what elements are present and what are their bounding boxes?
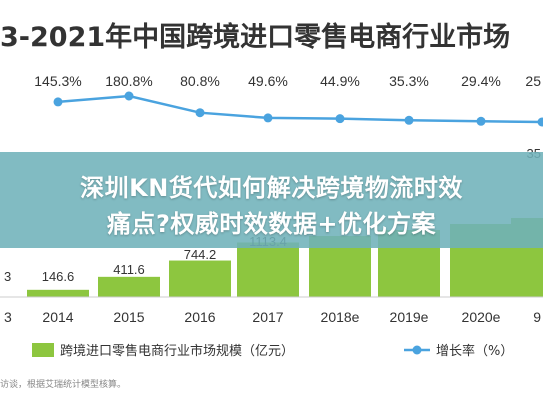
legend-bar-label: 跨境进口零售电商行业市场规模（亿元）	[60, 343, 294, 359]
growth-point	[263, 113, 273, 123]
growth-point	[53, 97, 63, 107]
x-tick-label: 2019e	[390, 309, 429, 325]
x-tick-label: 2020e	[462, 309, 501, 325]
bar-2017	[237, 242, 299, 297]
x-tick-label: 2018e	[321, 309, 360, 325]
bar-2014	[27, 289, 89, 297]
x-tick-label: 9	[533, 309, 541, 325]
banner-headline-line-2: 痛点?权威时效数据+优化方案	[106, 210, 437, 238]
chart-title: 3-2021年中国跨境进口零售电商行业市场	[0, 21, 510, 53]
growth-point	[124, 91, 134, 101]
growth-value-label: 35.3%	[389, 73, 429, 89]
x-tick-labels: 3 2014 2015 2016 2017 2018e 2019e 2020e 9	[4, 309, 541, 325]
growth-value-label: 29.4%	[461, 73, 501, 89]
growth-point	[537, 117, 543, 127]
bar-value-label: 744.2	[184, 247, 217, 262]
growth-point	[404, 115, 414, 125]
banner-headline-line-1: 深圳KN货代如何解决跨境物流时效	[80, 174, 463, 202]
x-tick-label: 2017	[252, 309, 283, 325]
x-tick-label: 2014	[42, 309, 73, 325]
x-tick-label: 2016	[184, 309, 215, 325]
legend-bar-swatch	[32, 343, 54, 357]
bar-value-label: 3	[4, 269, 11, 284]
bar-value-label: 146.6	[42, 269, 75, 284]
growth-value-label: 49.6%	[248, 73, 288, 89]
growth-value-label: 80.8%	[180, 73, 220, 89]
bar-2015	[98, 276, 160, 297]
bar-2016	[169, 260, 231, 297]
bar-value-label: 411.6	[113, 262, 145, 277]
legend-line-marker	[412, 345, 422, 355]
x-tick-label: 2015	[113, 309, 144, 325]
legend-line-label: 增长率（%）	[436, 343, 513, 359]
legend: 跨境进口零售电商行业市场规模（亿元） 增长率（%）	[32, 343, 513, 359]
growth-line	[57, 94, 543, 124]
growth-value-label: 145.3%	[34, 73, 81, 89]
source-note: 访谈，根据艾瑞统计模型核算。	[0, 380, 127, 390]
growth-value-label: 44.9%	[320, 73, 360, 89]
growth-point	[476, 116, 486, 126]
growth-point	[335, 114, 345, 124]
growth-value-label: 180.8%	[105, 73, 152, 89]
growth-value-label: 25	[525, 73, 541, 89]
growth-point	[195, 108, 205, 118]
overlay-banner: 深圳KN货代如何解决跨境物流时效 痛点?权威时效数据+优化方案	[0, 152, 543, 248]
x-tick-label: 3	[4, 309, 12, 325]
growth-line-group: 145.3% 180.8% 80.8% 49.6% 44.9% 35.3% 29.4% 25	[34, 73, 543, 127]
